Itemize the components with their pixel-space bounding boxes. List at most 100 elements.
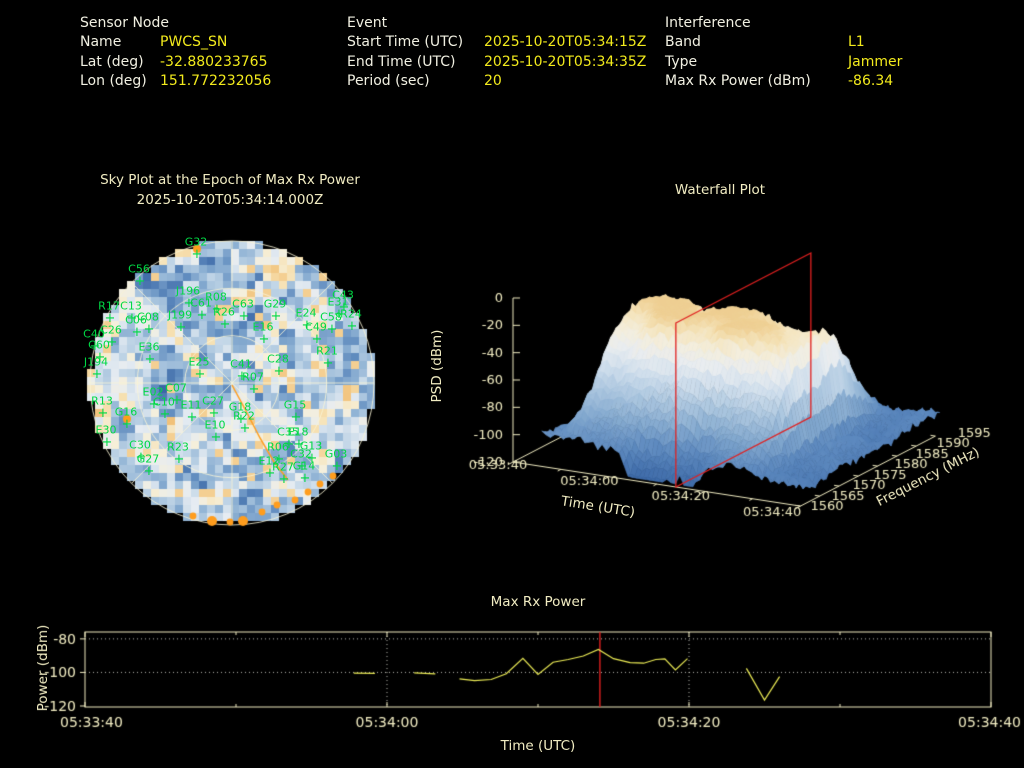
satellite-marker-G16: + [121, 417, 133, 433]
satellite-marker-C63: + [238, 309, 250, 325]
sky-plot-canvas [55, 225, 411, 537]
interference-section: Interference Band L1 Type Jammer Max Rx Po… [665, 14, 902, 91]
waterfall-canvas [420, 220, 1024, 532]
field-label-start-time: Start Time (UTC) [347, 34, 464, 51]
satellite-marker-R24: + [346, 319, 358, 335]
satellite-marker-C49: + [311, 332, 323, 348]
satellite-marker-R26: + [219, 317, 231, 333]
field-value-max-rx-power: -86.34 [848, 72, 894, 89]
satellite-marker-R13: + [97, 406, 109, 422]
satellite-label-G13: G13 [299, 439, 323, 453]
event-section: Event Start Time (UTC) 2025-10-20T05:34:1… [347, 14, 646, 91]
satellite-marker-C40: + [89, 339, 101, 355]
satellite-marker-E36: + [144, 352, 156, 368]
satellite-label-E31: E31 [327, 295, 349, 309]
satellite-label-C27: C27 [202, 394, 224, 408]
satellite-marker-C58: + [326, 322, 338, 338]
field-row: Period (sec) 20 [347, 72, 646, 91]
satellite-marker-C32: + [296, 459, 308, 475]
satellite-marker-C56: + [134, 274, 146, 290]
satellite-marker-R17: + [104, 311, 116, 327]
satellite-label-C61: C61 [190, 296, 212, 310]
satellite-label-R26: R26 [213, 305, 235, 319]
satellite-label-J194: J194 [83, 355, 109, 369]
satellite-marker-E31: + [333, 307, 345, 323]
satellite-marker-C41: + [236, 369, 248, 385]
satellite-label-E02: E02 [142, 385, 164, 399]
field-label-period: Period (sec) [347, 72, 430, 89]
field-row: Start Time (UTC) 2025-10-20T05:34:15Z [347, 33, 646, 52]
satellite-label-R17: R17 [98, 299, 120, 313]
satellite-label-C10: C10 [153, 395, 175, 409]
satellite-marker-J194: + [91, 367, 103, 383]
field-value-type: Jammer [848, 53, 903, 70]
field-value-band: L1 [848, 34, 865, 51]
field-value-start-time: 2025-10-20T05:34:15Z [484, 34, 647, 51]
satellite-label-C07: C07 [165, 381, 187, 395]
satellite-label-E11: E11 [180, 398, 202, 412]
satellite-marker-C10: + [159, 407, 171, 423]
satellite-marker-C35: + [283, 437, 295, 453]
field-row: End Time (UTC) 2025-10-20T05:34:35Z [347, 53, 646, 72]
satellite-marker-E30: + [101, 435, 113, 451]
satellite-label-R07: R07 [242, 370, 264, 384]
satellite-label-C49: C49 [305, 320, 327, 334]
field-row: Lat (deg) -32.880233765 [80, 53, 271, 72]
field-label-lat: Lat (deg) [80, 53, 144, 70]
field-value-end-time: 2025-10-20T05:34:35Z [484, 53, 647, 70]
satellite-label-E24: E24 [295, 306, 317, 320]
satellite-label-E36: E36 [138, 340, 160, 354]
field-value-lon: 151.772232056 [160, 72, 272, 89]
field-label-name: Name [80, 34, 122, 51]
satellite-marker-C27: + [208, 406, 220, 422]
power-plot-y-axis-label: Power (dBm) [35, 624, 51, 712]
satellite-label-R22: R22 [233, 409, 255, 423]
satellite-marker-C60: + [94, 350, 106, 366]
satellite-marker-E18: + [293, 437, 305, 453]
satellite-label-R13: R13 [91, 394, 113, 408]
satellite-label-C28: C28 [267, 352, 289, 366]
field-label-max-rx-power: Max Rx Power (dBm) [665, 72, 811, 89]
satellite-label-C35: C35 [277, 425, 299, 439]
satellite-marker-G29: + [270, 309, 282, 325]
power-plot-canvas [30, 608, 1024, 740]
satellite-label-C56: C56 [128, 262, 150, 276]
satellite-label-J199: J199 [167, 308, 193, 322]
event-title: Event [347, 15, 388, 31]
satellite-marker-E10: + [210, 430, 222, 446]
satellite-marker-C61: + [196, 308, 208, 324]
field-row: Max Rx Power (dBm) -86.34 [665, 72, 902, 91]
satellite-marker-R27: + [278, 472, 290, 488]
satellite-label-E25: E25 [188, 355, 210, 369]
satellite-marker-C43: + [338, 300, 350, 316]
satellite-label-G16: G16 [114, 405, 138, 419]
satellite-label-C13: C13 [120, 299, 142, 313]
sky-plot-title: Sky Plot at the Epoch of Max Rx Power [100, 172, 360, 188]
satellite-marker-R07: + [248, 382, 260, 398]
satellite-label-E18: E18 [287, 425, 309, 439]
satellite-label-G29: G29 [263, 297, 287, 311]
satellite-label-R08: R08 [205, 290, 227, 304]
power-plot-title: Max Rx Power [490, 594, 586, 610]
satellite-marker-G18: + [235, 412, 247, 428]
satellite-marker-G14: + [299, 471, 311, 487]
satellite-marker-G32: + [191, 247, 203, 263]
satellite-label-G14: G14 [292, 459, 316, 473]
satellite-marker-E02: + [148, 397, 160, 413]
satellite-marker-E24: + [301, 318, 313, 334]
satellite-label-C43: C43 [332, 288, 354, 302]
satellite-label-C58: C58 [320, 310, 342, 324]
satellite-marker-C30: + [135, 450, 147, 466]
satellite-label-C30: C30 [129, 438, 151, 452]
satellite-marker-G15: + [290, 410, 302, 426]
field-value-name: PWCS_SN [160, 34, 228, 51]
satellite-label-R21: R21 [316, 344, 338, 358]
satellite-label-J196: J196 [175, 284, 201, 298]
sky-plot-satellite-layer: + G32 + C56 + J196 + R08 + R26 + R17 + C13 + C08 + C06 + J1… [55, 225, 411, 537]
satellite-marker-C28: + [273, 364, 285, 380]
satellite-marker-J199: + [175, 320, 187, 336]
satellite-marker-C06: + [131, 325, 143, 341]
satellite-marker-E16: + [258, 332, 270, 348]
satellite-label-G15: G15 [283, 398, 307, 412]
satellite-label-C08: C08 [137, 310, 159, 324]
